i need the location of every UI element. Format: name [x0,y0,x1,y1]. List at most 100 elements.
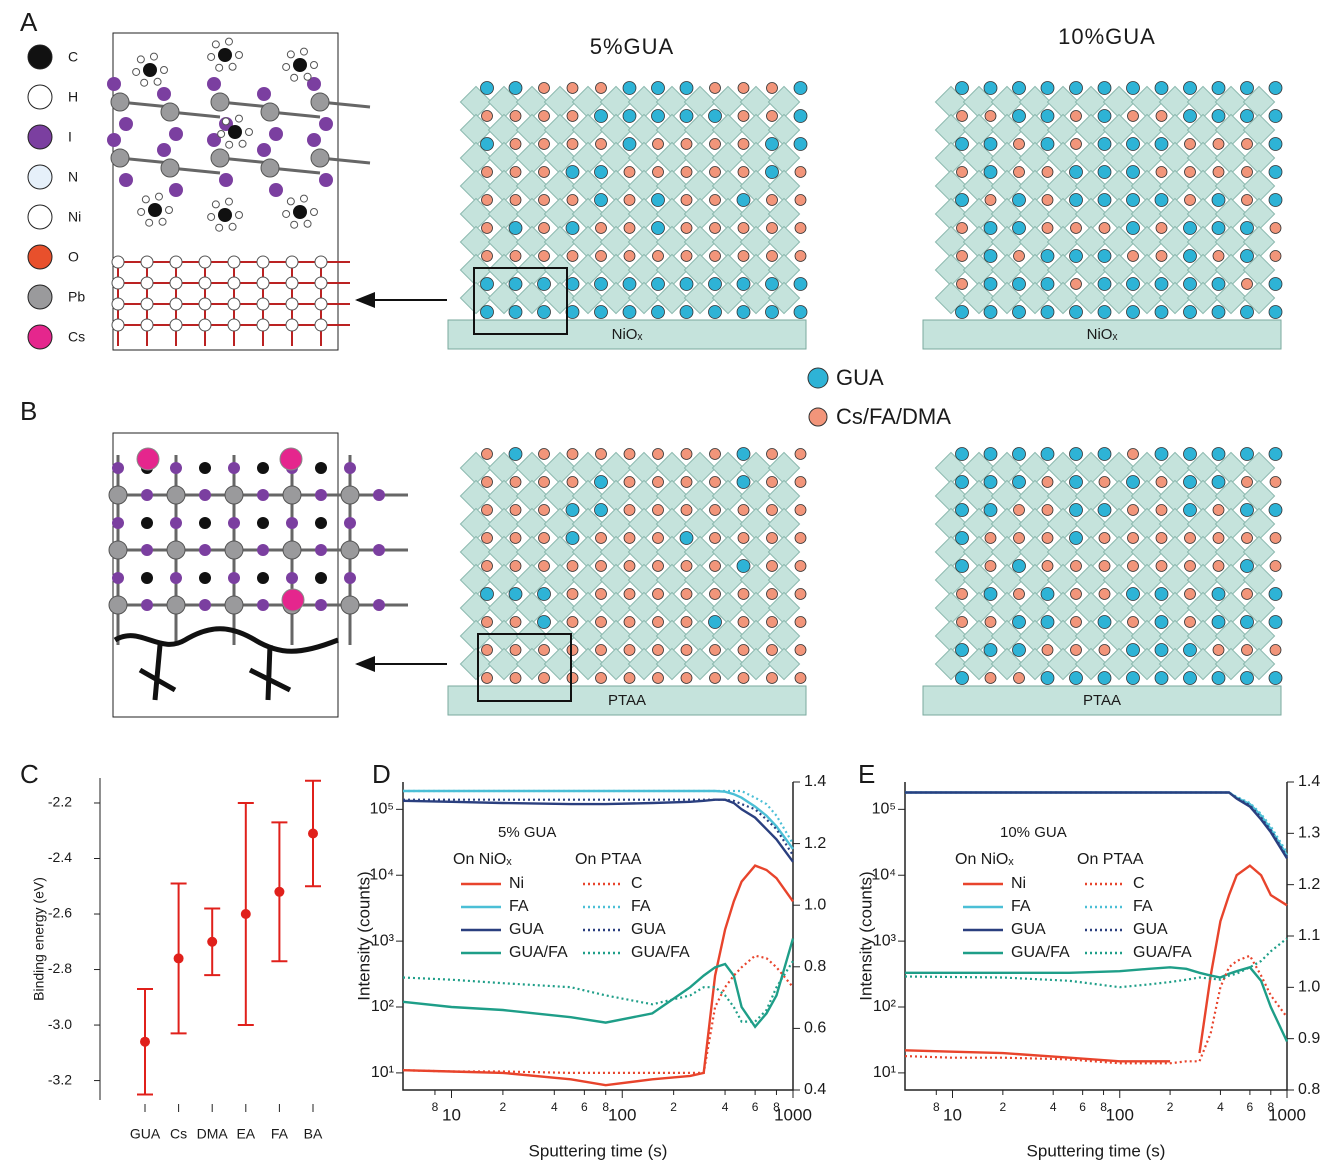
cation [985,673,996,684]
cation [681,673,692,684]
x-tick-label: 2 [500,1100,507,1114]
legend-label: C [1133,875,1145,892]
cation [738,533,749,544]
cation [1184,250,1197,263]
y-axis-label: Intensity (counts) [354,871,373,1000]
cation [1269,616,1282,629]
cation [795,561,806,572]
cation [1270,223,1281,234]
cation [1013,110,1026,123]
cation [1127,306,1140,319]
cs-atom [282,589,304,611]
point [274,887,284,897]
molecule-h [137,56,144,63]
cation [1212,82,1225,95]
molecule-h [146,219,153,226]
cation [1128,561,1139,572]
cation [481,82,494,95]
iodine [141,489,153,501]
cation [984,82,997,95]
x-tick-label: 10 [943,1105,962,1124]
cation-label: GUA [836,365,884,390]
iodine [157,143,171,157]
lattice-title: 10%GUA [1058,24,1156,49]
cation [1128,449,1139,460]
cation [1241,222,1254,235]
cation [1041,278,1054,291]
cation-swatch [808,368,828,388]
point [241,909,251,919]
iodine [112,462,124,474]
cation [1184,672,1197,685]
cs-atom [137,448,159,470]
cation [567,645,578,656]
cation [538,278,551,291]
ni-atom [257,319,269,331]
cation [624,673,635,684]
cation [1241,672,1254,685]
cation [956,532,969,545]
cation [795,673,806,684]
cation [957,251,968,262]
cation [1042,477,1053,488]
cation [567,251,578,262]
cation [1212,476,1225,489]
cation [681,223,692,234]
cation [624,617,635,628]
cation [1070,532,1083,545]
cation [984,476,997,489]
cation [984,166,997,179]
molecule-h [225,198,232,205]
cation [1184,110,1197,123]
cation [510,139,521,150]
cation [1127,138,1140,151]
ni-atom [286,319,298,331]
cation [1098,166,1111,179]
lead [311,149,329,167]
cation [1071,279,1082,290]
molecule-c [218,208,232,222]
cation [1269,588,1282,601]
cation [1099,589,1110,600]
cation [956,448,969,461]
lead [341,541,359,559]
cation [596,561,607,572]
cation [1128,111,1139,122]
cation [1013,194,1026,207]
cation [1270,477,1281,488]
ni-atom [112,298,124,310]
legend-label: Ni [1011,875,1026,892]
cation [767,589,778,600]
molecule-h [246,129,253,136]
cation [624,449,635,460]
cation [482,645,493,656]
lead [111,93,129,111]
cation [1241,448,1254,461]
lead [225,596,243,614]
axes [403,782,793,1090]
cation [1098,138,1111,151]
cation [653,505,664,516]
series-line [905,938,1287,987]
legend-label: FA [509,898,529,915]
molecule-h [133,68,140,75]
cation [1070,672,1083,685]
cation [710,195,721,206]
cation [482,561,493,572]
x-tick-label: 10 [442,1105,461,1124]
cation [1127,588,1140,601]
cation [1269,138,1282,151]
cation [652,278,665,291]
cation [510,561,521,572]
cation [766,138,779,151]
cation [1242,533,1253,544]
cation [1212,194,1225,207]
cation [681,195,692,206]
cation [539,139,550,150]
legend-label: Ni [509,875,524,892]
cation [482,195,493,206]
cation [710,561,721,572]
cation [1070,476,1083,489]
cation [767,477,778,488]
x-tick-label: 4 [1050,1100,1057,1114]
